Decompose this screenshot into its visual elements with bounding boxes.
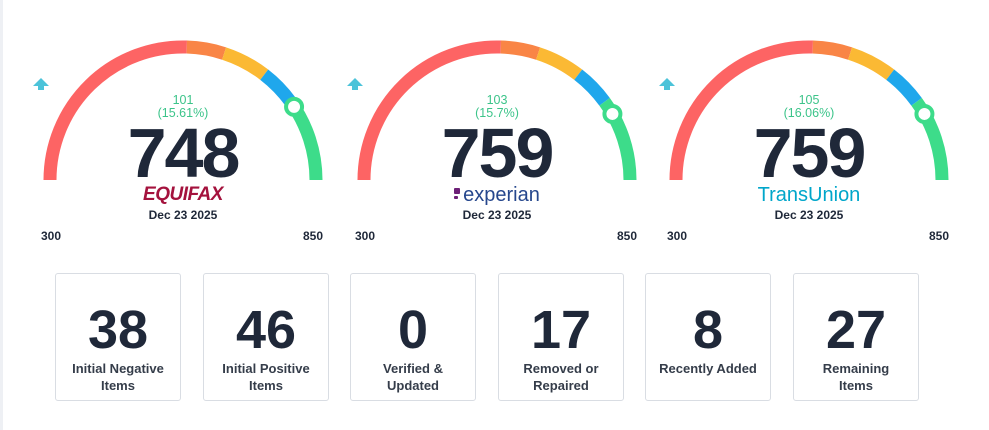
score-change: 105 bbox=[798, 93, 820, 107]
gauge-band-2 bbox=[847, 47, 895, 80]
stat-label-line1: Remaining bbox=[822, 361, 890, 376]
score-marker bbox=[914, 103, 935, 124]
stat-value: 8 bbox=[692, 300, 724, 360]
stat-card-verified-updated[interactable]: 0 Verified & Updated bbox=[350, 273, 476, 401]
range-max: 850 bbox=[303, 229, 324, 243]
credit-score: 759 bbox=[441, 114, 555, 192]
transunion-logo-text: TransUnion bbox=[757, 184, 861, 206]
score-change-percent: (16.06%) bbox=[783, 106, 835, 120]
stat-value: 17 bbox=[530, 300, 592, 360]
stat-label-line2: Items bbox=[249, 378, 283, 393]
score-date: Dec 23 2025 bbox=[148, 208, 218, 222]
stat-label-line1: Recently Added bbox=[659, 361, 757, 376]
stat-label: Initial Positive Items bbox=[210, 360, 322, 394]
stat-label-line1: Initial Positive bbox=[222, 361, 310, 376]
score-date: Dec 23 2025 bbox=[462, 208, 532, 222]
gauge-band-2 bbox=[535, 47, 583, 80]
left-border bbox=[0, 0, 3, 430]
stat-label: Removed or Repaired bbox=[505, 360, 617, 394]
stat-label-line2: Items bbox=[101, 378, 135, 393]
stat-label-line2: Repaired bbox=[533, 378, 589, 393]
stat-label-line1: Initial Negative bbox=[72, 361, 164, 376]
stat-label-line1: Verified & bbox=[383, 361, 443, 376]
score-date: Dec 23 2025 bbox=[774, 208, 844, 222]
stat-label-line1: Removed or bbox=[523, 361, 599, 376]
gauge-band-2 bbox=[221, 47, 269, 80]
experian-score-gauge: 103 (15.7%) 759 experian Dec 23 2025 300… bbox=[347, 0, 647, 250]
experian-logo: experian bbox=[347, 184, 647, 206]
equifax-score-gauge: 101 (15.61%) 748 EQUIFAX Dec 23 2025 300… bbox=[33, 0, 333, 250]
gauge-band-3 bbox=[574, 69, 610, 106]
experian-logo-text: experian bbox=[463, 184, 540, 206]
gauge-band-1 bbox=[500, 40, 541, 60]
stat-card-initial-negative[interactable]: 38 Initial Negative Items bbox=[55, 273, 181, 401]
score-change-percent: (15.7%) bbox=[475, 106, 519, 120]
stat-value: 27 bbox=[825, 300, 887, 360]
range-max: 850 bbox=[617, 229, 638, 243]
gauge-band-3 bbox=[886, 69, 922, 106]
experian-dots-icon bbox=[454, 187, 461, 205]
gauge-band-0 bbox=[669, 40, 813, 181]
stat-card-initial-positive[interactable]: 46 Initial Positive Items bbox=[203, 273, 329, 401]
credit-score: 759 bbox=[753, 114, 867, 192]
range-min: 300 bbox=[667, 229, 688, 243]
gauge-arc bbox=[669, 40, 949, 181]
range-max: 850 bbox=[929, 229, 950, 243]
score-change: 103 bbox=[486, 93, 508, 107]
stat-label: Initial Negative Items bbox=[62, 360, 174, 394]
score-change-percent: (15.61%) bbox=[157, 106, 209, 120]
stat-value: 38 bbox=[87, 300, 149, 360]
equifax-logo-text: EQUIFAX bbox=[143, 184, 223, 205]
stat-card-removed-repaired[interactable]: 17 Removed or Repaired bbox=[498, 273, 624, 401]
range-min: 300 bbox=[41, 229, 62, 243]
stat-label-line2: Updated bbox=[387, 378, 439, 393]
gauge-band-1 bbox=[186, 40, 227, 60]
stat-value: 46 bbox=[235, 300, 297, 360]
transunion-logo: TransUnion bbox=[659, 184, 959, 206]
gauge-band-0 bbox=[43, 40, 187, 181]
gauge-arc bbox=[357, 40, 637, 181]
stat-label: Recently Added bbox=[652, 360, 764, 377]
stat-label-line2: Items bbox=[839, 378, 873, 393]
score-marker bbox=[602, 103, 623, 124]
gauge-band-0 bbox=[357, 40, 501, 181]
stat-card-recently-added[interactable]: 8 Recently Added bbox=[645, 273, 771, 401]
stat-label: Verified & Updated bbox=[357, 360, 469, 394]
stat-label: Remaining Items bbox=[800, 360, 912, 394]
stat-value: 0 bbox=[397, 300, 429, 360]
stat-card-remaining[interactable]: 27 Remaining Items bbox=[793, 273, 919, 401]
score-change: 101 bbox=[172, 93, 194, 107]
range-min: 300 bbox=[355, 229, 376, 243]
score-marker bbox=[284, 96, 305, 117]
gauge-band-1 bbox=[812, 40, 853, 60]
equifax-logo: EQUIFAX bbox=[33, 184, 333, 206]
transunion-score-gauge: 105 (16.06%) 759 TransUnion Dec 23 2025 … bbox=[659, 0, 959, 250]
gauge-arc bbox=[43, 40, 323, 181]
credit-score: 748 bbox=[127, 114, 241, 192]
